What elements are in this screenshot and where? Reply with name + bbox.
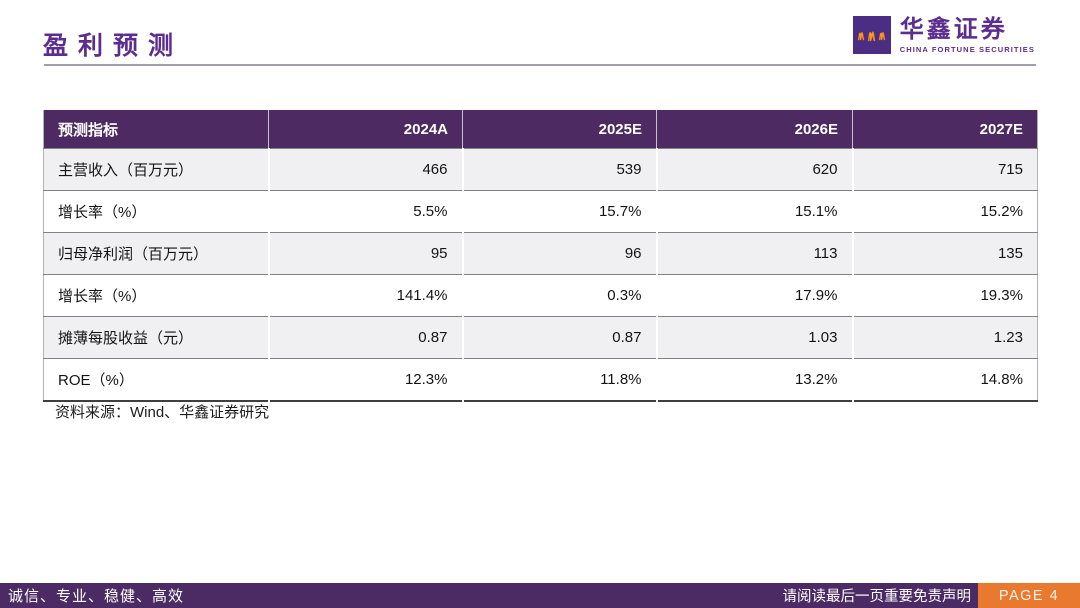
header-divider [44,64,1036,66]
table-cell: 15.1% [656,190,854,233]
footer-motto: 诚信、专业、稳健、高效 [8,588,185,605]
logo-text: 华鑫证券 CHINA FORTUNE SECURITIES [900,16,1035,54]
logo-company-subtitle: CHINA FORTUNE SECURITIES [899,45,1035,54]
row-label: 摊薄每股收益（元） [43,316,270,359]
table-cell: 11.8% [462,358,658,401]
column-header-metric: 预测指标 [43,110,269,149]
company-logo: 华鑫证券 CHINA FORTUNE SECURITIES [852,16,1035,54]
page-title: 盈利预测 [43,32,184,60]
table-cell: 13.2% [656,358,854,401]
table-row: 主营收入（百万元） 466 539 620 715 [43,148,1038,191]
table-cell: 620 [656,148,854,191]
table-cell: 0.87 [462,316,658,359]
row-label: 主营收入（百万元） [43,148,270,191]
table-row: 增长率（%） 5.5% 15.7% 15.1% 15.2% [43,190,1038,233]
table-cell: 0.3% [462,274,658,317]
table-cell: 0.87 [268,316,464,359]
table-cell: 12.3% [268,358,464,401]
table-row: 归母净利润（百万元） 95 96 113 135 [43,232,1038,275]
camel-logo-icon [852,16,891,54]
row-label: 归母净利润（百万元） [43,232,270,275]
table-cell: 141.4% [268,274,464,317]
data-source-note: 资料来源：Wind、华鑫证券研究 [55,404,270,421]
table-cell: 19.3% [852,274,1038,317]
forecast-table: 预测指标 2024A 2025E 2026E 2027E 主营收入（百万元） 4… [43,110,1038,402]
table-cell: 113 [656,232,854,275]
table-header-row: 预测指标 2024A 2025E 2026E 2027E [43,110,1038,149]
table-cell: 15.2% [852,190,1038,233]
column-header-2027e: 2027E [852,110,1038,149]
footer-bar: 诚信、专业、稳健、高效 请阅读最后一页重要免责声明 PAGE 4 [0,583,1080,608]
table-cell: 15.7% [462,190,658,233]
table-cell: 1.23 [852,316,1038,359]
table-cell: 96 [462,232,658,275]
footer-disclaimer: 请阅读最后一页重要免责声明 [782,589,972,605]
table-cell: 5.5% [268,190,464,233]
table-cell: 466 [268,148,464,191]
logo-company-name: 华鑫证券 [899,16,1008,43]
table-cell: 14.8% [852,358,1038,401]
page-number-badge: PAGE 4 [978,583,1080,608]
table-row: 摊薄每股收益（元） 0.87 0.87 1.03 1.23 [43,316,1038,359]
column-header-2025e: 2025E [462,110,657,149]
table-row: ROE（%） 12.3% 11.8% 13.2% 14.8% [43,358,1038,401]
table-cell: 17.9% [656,274,854,317]
column-header-2026e: 2026E [656,110,853,149]
row-label: 增长率（%） [43,274,270,317]
table-cell: 1.03 [656,316,854,359]
table-cell: 715 [852,148,1038,191]
table-cell: 95 [268,232,464,275]
table-cell: 539 [462,148,658,191]
table-row: 增长率（%） 141.4% 0.3% 17.9% 19.3% [43,274,1038,317]
table-cell: 135 [852,232,1038,275]
row-label: ROE（%） [43,358,270,401]
row-label: 增长率（%） [43,190,270,233]
column-header-2024a: 2024A [268,110,463,149]
